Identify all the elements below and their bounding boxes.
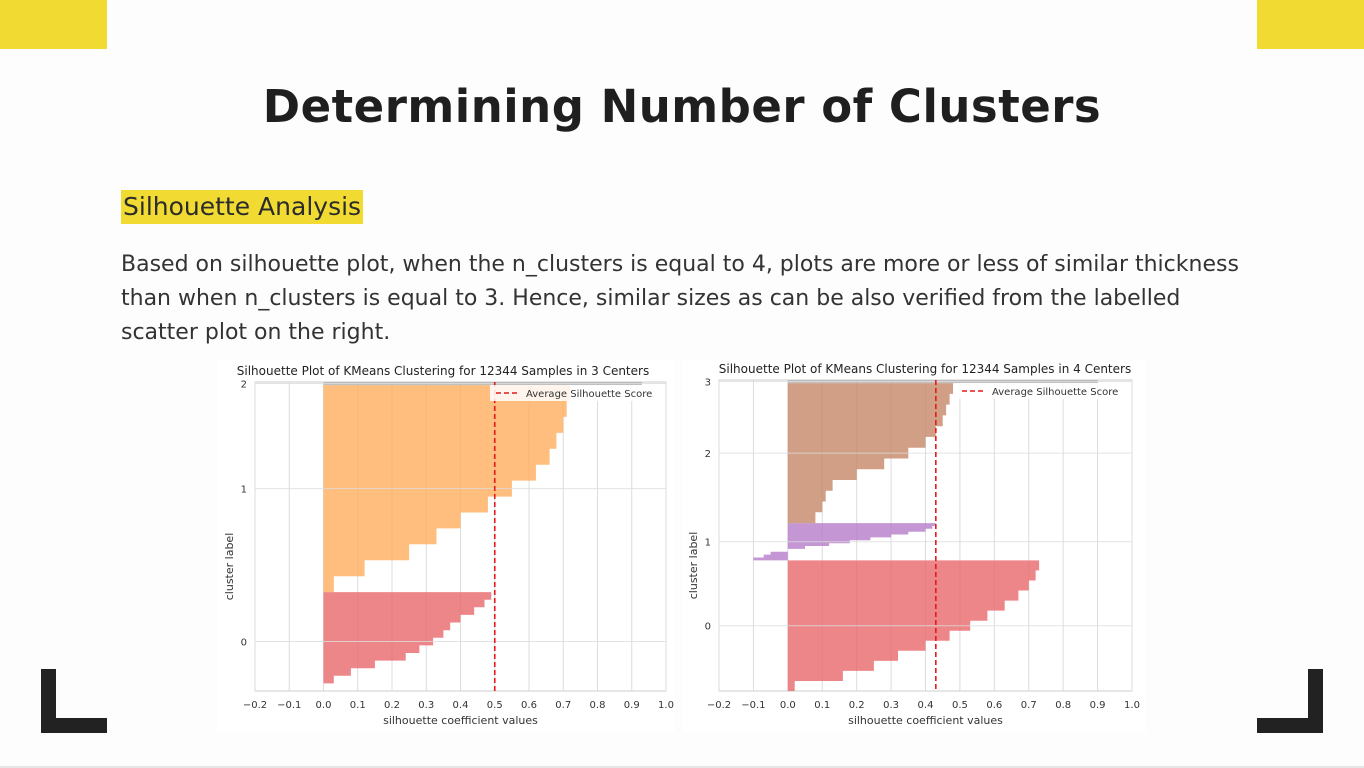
silhouette-chart-3-centers: −0.2 −0.1 0.0 0.1 0.2 0.3 0.4 0.5 0.6 0.7 0.8 0.9 1.…: [217, 360, 675, 732]
x-tick-label: 0.7: [1021, 700, 1037, 711]
x-tick-label: 0.7: [555, 700, 571, 711]
x-tick-label: 0.4: [918, 700, 934, 711]
y-axis-label: cluster label: [687, 532, 700, 600]
bottom-rule: [0, 766, 1364, 768]
y-tick-label: 3: [705, 378, 711, 389]
legend-box: [490, 385, 658, 401]
chart-title: Silhouette Plot of KMeans Clustering for…: [719, 362, 1131, 376]
x-tick-label: 0.0: [316, 700, 332, 711]
x-tick-label: 1.0: [1124, 700, 1140, 711]
bottom-right-bracket-vertical: [1308, 669, 1323, 733]
x-tick-label: 0.3: [883, 700, 899, 711]
x-tick-label: 0.9: [624, 700, 640, 711]
bottom-left-bracket-vertical: [41, 669, 56, 733]
x-axis-label: silhouette coefficient values: [848, 714, 1003, 727]
bottom-right-bracket-horizontal: [1257, 718, 1323, 733]
legend-label: Average Silhouette Score: [992, 387, 1118, 398]
bottom-left-bracket-horizontal: [41, 718, 107, 733]
body-paragraph: Based on silhouette plot, when the n_clu…: [121, 252, 1239, 345]
y-tick-label: 0: [241, 638, 247, 649]
x-tick-label: −0.2: [707, 700, 731, 711]
x-tick-label: −0.1: [741, 700, 765, 711]
y-tick-label: 0: [705, 622, 711, 633]
x-tick-label: 0.6: [986, 700, 1002, 711]
x-tick-label: 1.0: [658, 700, 674, 711]
x-tick-label: 0.4: [453, 700, 469, 711]
y-tick-label: 2: [241, 380, 247, 391]
x-axis-label: silhouette coefficient values: [383, 714, 538, 727]
x-tick-label: −0.1: [277, 700, 301, 711]
x-tick-label: 0.6: [521, 700, 537, 711]
page-title: Determining Number of Clusters: [262, 80, 1102, 133]
x-tick-label: 0.3: [418, 700, 434, 711]
x-tick-label: 0.5: [487, 700, 503, 711]
silhouette-chart-4-centers: −0.2 −0.1 0.0 0.1 0.2 0.3 0.4 0.5 0.6 0.7 0.8 0.9 1.…: [683, 360, 1146, 732]
top-right-accent: [1257, 0, 1364, 49]
chart-title: Silhouette Plot of KMeans Clustering for…: [237, 364, 649, 378]
x-tick-label: 0.5: [952, 700, 968, 711]
chart-svg-3: −0.2 −0.1 0.0 0.1 0.2 0.3 0.4 0.5 0.6 0.7 0.8 0.9 1.…: [223, 364, 674, 727]
legend-box: [956, 383, 1124, 399]
section-subtitle: Silhouette Analysis: [121, 190, 364, 224]
x-tick-label: 0.8: [590, 700, 606, 711]
top-left-accent: [0, 0, 107, 49]
y-tick-label: 2: [705, 449, 711, 460]
x-tick-label: 0.1: [350, 700, 366, 711]
y-tick-label: 1: [705, 538, 711, 549]
legend-label: Average Silhouette Score: [526, 389, 652, 400]
x-tick-label: −0.2: [243, 700, 267, 711]
x-tick-label: 0.8: [1055, 700, 1071, 711]
x-tick-label: 0.9: [1090, 700, 1106, 711]
x-tick-label: 0.2: [384, 700, 400, 711]
y-axis-label: cluster label: [223, 533, 236, 601]
x-tick-label: 0.1: [814, 700, 830, 711]
x-tick-label: 0.2: [849, 700, 865, 711]
x-tick-label: 0.0: [780, 700, 796, 711]
y-tick-label: 1: [241, 485, 247, 496]
chart-svg-4: −0.2 −0.1 0.0 0.1 0.2 0.3 0.4 0.5 0.6 0.7 0.8 0.9 1.…: [687, 362, 1140, 727]
